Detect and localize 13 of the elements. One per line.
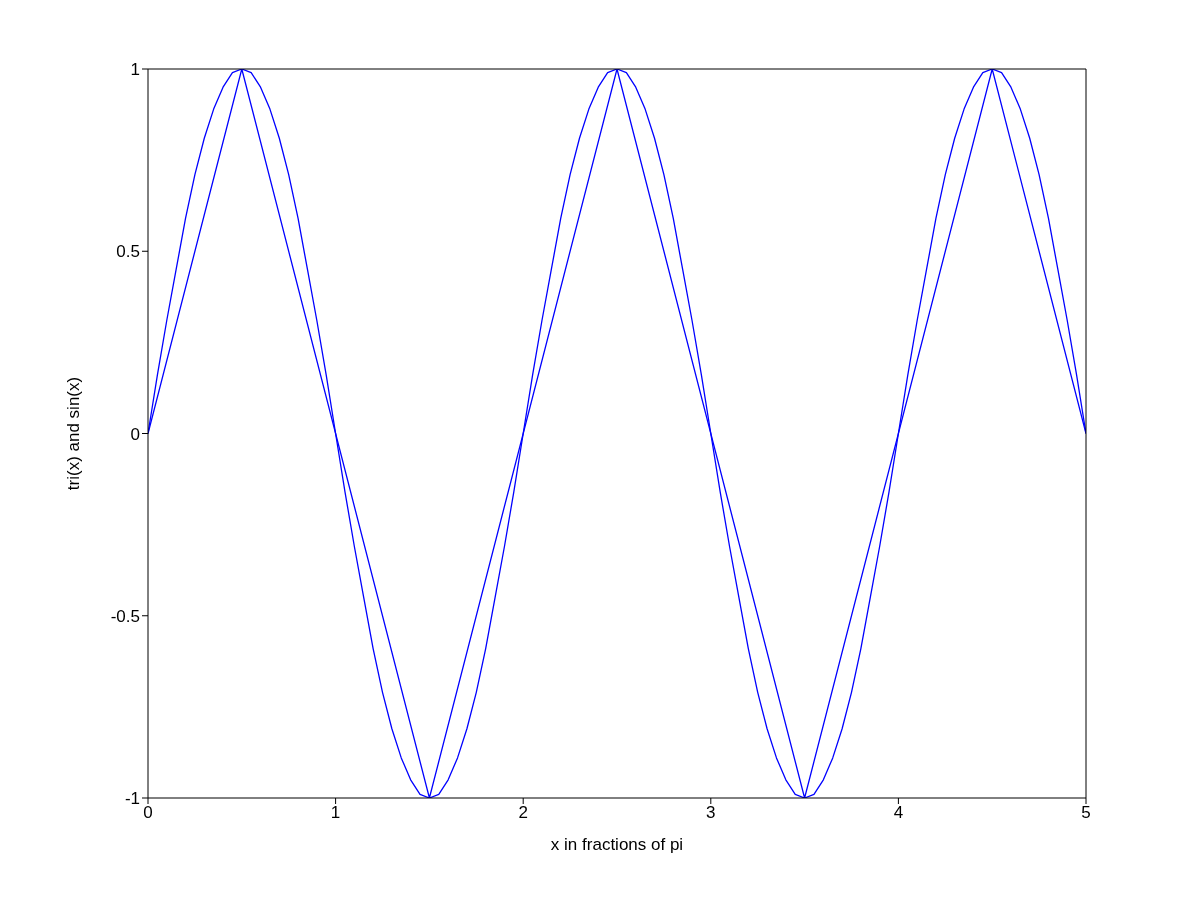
x-tick-label: 0 bbox=[143, 803, 153, 823]
x-axis-title: x in fractions of pi bbox=[550, 835, 684, 854]
y-tick-label: 0 bbox=[130, 424, 140, 444]
y-tick-label: -1 bbox=[124, 789, 140, 809]
x-tick-label: 3 bbox=[706, 803, 716, 823]
x-tick-label: 4 bbox=[893, 803, 904, 823]
y-tick-label: -0.5 bbox=[110, 606, 140, 626]
y-tick-label: 1 bbox=[130, 60, 140, 80]
y-tick-label: 0.5 bbox=[116, 242, 140, 262]
y-axis-title: tri(x) and sin(x) bbox=[64, 376, 84, 491]
x-tick-label: 1 bbox=[330, 803, 341, 823]
x-tick-label: 5 bbox=[1081, 803, 1091, 823]
x-tick-label: 2 bbox=[518, 803, 528, 823]
